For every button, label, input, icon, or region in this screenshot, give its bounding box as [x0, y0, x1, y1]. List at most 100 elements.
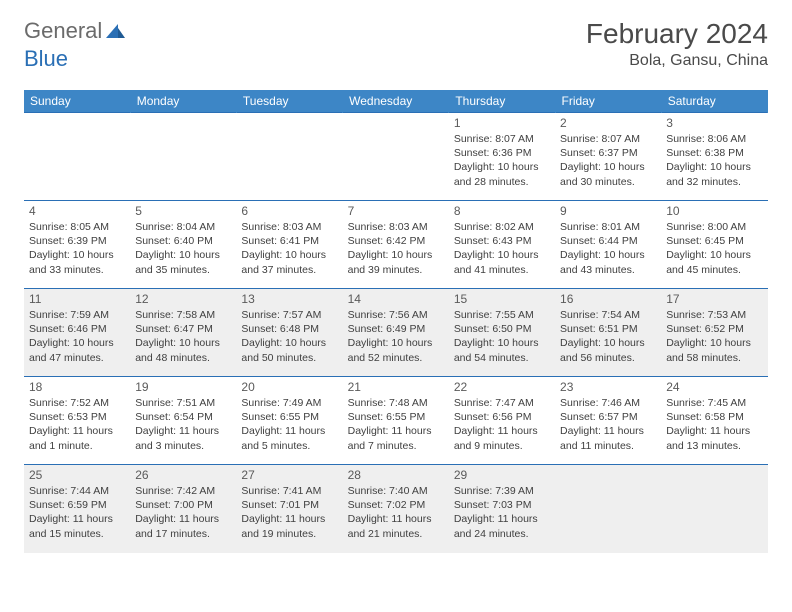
logo-text-blue: Blue [24, 46, 68, 71]
day-number: 24 [666, 380, 762, 394]
daylight-line: and 35 minutes. [135, 263, 231, 277]
sunrise-line: Sunrise: 8:03 AM [348, 220, 444, 234]
logo-triangle-icon [104, 22, 126, 40]
calendar-day-cell: 18Sunrise: 7:52 AMSunset: 6:53 PMDayligh… [24, 377, 130, 465]
calendar-day-cell: 19Sunrise: 7:51 AMSunset: 6:54 PMDayligh… [130, 377, 236, 465]
calendar-day-cell: 1Sunrise: 8:07 AMSunset: 6:36 PMDaylight… [449, 113, 555, 201]
calendar-week-row: 1Sunrise: 8:07 AMSunset: 6:36 PMDaylight… [24, 113, 768, 201]
day-number: 15 [454, 292, 550, 306]
sunset-line: Sunset: 6:51 PM [560, 322, 656, 336]
daylight-line: Daylight: 11 hours [666, 424, 762, 438]
daylight-line: Daylight: 10 hours [135, 336, 231, 350]
day-number: 19 [135, 380, 231, 394]
sunrise-line: Sunrise: 8:07 AM [560, 132, 656, 146]
day-number: 10 [666, 204, 762, 218]
day-number: 18 [29, 380, 125, 394]
day-number: 1 [454, 116, 550, 130]
sunset-line: Sunset: 6:53 PM [29, 410, 125, 424]
daylight-line: Daylight: 10 hours [560, 248, 656, 262]
calendar-day-cell: 2Sunrise: 8:07 AMSunset: 6:37 PMDaylight… [555, 113, 661, 201]
calendar-week-row: 25Sunrise: 7:44 AMSunset: 6:59 PMDayligh… [24, 465, 768, 553]
sunrise-line: Sunrise: 7:40 AM [348, 484, 444, 498]
sunrise-line: Sunrise: 7:41 AM [241, 484, 337, 498]
daylight-line: Daylight: 11 hours [241, 512, 337, 526]
sunrise-line: Sunrise: 7:51 AM [135, 396, 231, 410]
sunrise-line: Sunrise: 7:42 AM [135, 484, 231, 498]
calendar-day-cell: 3Sunrise: 8:06 AMSunset: 6:38 PMDaylight… [661, 113, 767, 201]
calendar-day-cell: 12Sunrise: 7:58 AMSunset: 6:47 PMDayligh… [130, 289, 236, 377]
weekday-header: Friday [555, 90, 661, 113]
daylight-line: Daylight: 10 hours [560, 336, 656, 350]
sunrise-line: Sunrise: 8:00 AM [666, 220, 762, 234]
calendar-day-cell: 4Sunrise: 8:05 AMSunset: 6:39 PMDaylight… [24, 201, 130, 289]
daylight-line: Daylight: 10 hours [241, 248, 337, 262]
calendar-day-cell: 10Sunrise: 8:00 AMSunset: 6:45 PMDayligh… [661, 201, 767, 289]
daylight-line: and 9 minutes. [454, 439, 550, 453]
daylight-line: Daylight: 10 hours [454, 336, 550, 350]
logo-blue-wrap: Blue [24, 46, 68, 72]
day-number: 13 [241, 292, 337, 306]
sunset-line: Sunset: 6:55 PM [241, 410, 337, 424]
logo-text-general: General [24, 18, 102, 44]
sunrise-line: Sunrise: 8:01 AM [560, 220, 656, 234]
daylight-line: Daylight: 11 hours [135, 512, 231, 526]
title-block: February 2024 Bola, Gansu, China [586, 18, 768, 70]
sunset-line: Sunset: 6:47 PM [135, 322, 231, 336]
calendar-day-cell: 26Sunrise: 7:42 AMSunset: 7:00 PMDayligh… [130, 465, 236, 553]
sunrise-line: Sunrise: 8:02 AM [454, 220, 550, 234]
day-number: 25 [29, 468, 125, 482]
calendar-day-cell: 9Sunrise: 8:01 AMSunset: 6:44 PMDaylight… [555, 201, 661, 289]
daylight-line: and 54 minutes. [454, 351, 550, 365]
day-number: 3 [666, 116, 762, 130]
weekday-header: Sunday [24, 90, 130, 113]
daylight-line: Daylight: 10 hours [348, 248, 444, 262]
daylight-line: Daylight: 11 hours [454, 512, 550, 526]
sunset-line: Sunset: 7:01 PM [241, 498, 337, 512]
sunset-line: Sunset: 6:37 PM [560, 146, 656, 160]
daylight-line: Daylight: 11 hours [454, 424, 550, 438]
sunrise-line: Sunrise: 7:49 AM [241, 396, 337, 410]
daylight-line: and 47 minutes. [29, 351, 125, 365]
sunrise-line: Sunrise: 8:07 AM [454, 132, 550, 146]
day-number: 21 [348, 380, 444, 394]
day-number: 11 [29, 292, 125, 306]
daylight-line: and 33 minutes. [29, 263, 125, 277]
month-title: February 2024 [586, 18, 768, 50]
daylight-line: Daylight: 11 hours [348, 512, 444, 526]
daylight-line: and 52 minutes. [348, 351, 444, 365]
sunset-line: Sunset: 6:42 PM [348, 234, 444, 248]
sunrise-line: Sunrise: 7:52 AM [29, 396, 125, 410]
daylight-line: and 19 minutes. [241, 527, 337, 541]
calendar-empty-cell [661, 465, 767, 553]
weekday-header: Thursday [449, 90, 555, 113]
daylight-line: Daylight: 10 hours [348, 336, 444, 350]
day-number: 22 [454, 380, 550, 394]
calendar-empty-cell [343, 113, 449, 201]
sunset-line: Sunset: 6:49 PM [348, 322, 444, 336]
calendar-empty-cell [236, 113, 342, 201]
calendar-day-cell: 15Sunrise: 7:55 AMSunset: 6:50 PMDayligh… [449, 289, 555, 377]
sunset-line: Sunset: 6:36 PM [454, 146, 550, 160]
daylight-line: Daylight: 11 hours [135, 424, 231, 438]
day-number: 14 [348, 292, 444, 306]
sunset-line: Sunset: 6:59 PM [29, 498, 125, 512]
calendar-empty-cell [24, 113, 130, 201]
daylight-line: and 50 minutes. [241, 351, 337, 365]
daylight-line: and 13 minutes. [666, 439, 762, 453]
sunset-line: Sunset: 6:40 PM [135, 234, 231, 248]
daylight-line: and 30 minutes. [560, 175, 656, 189]
sunrise-line: Sunrise: 7:45 AM [666, 396, 762, 410]
header: General February 2024 Bola, Gansu, China [24, 18, 768, 70]
daylight-line: and 15 minutes. [29, 527, 125, 541]
day-number: 23 [560, 380, 656, 394]
day-number: 27 [241, 468, 337, 482]
daylight-line: Daylight: 10 hours [454, 248, 550, 262]
location: Bola, Gansu, China [586, 52, 768, 70]
calendar-day-cell: 17Sunrise: 7:53 AMSunset: 6:52 PMDayligh… [661, 289, 767, 377]
weekday-header: Tuesday [236, 90, 342, 113]
weekday-header: Monday [130, 90, 236, 113]
daylight-line: Daylight: 10 hours [135, 248, 231, 262]
day-number: 12 [135, 292, 231, 306]
sunrise-line: Sunrise: 7:56 AM [348, 308, 444, 322]
calendar-empty-cell [555, 465, 661, 553]
